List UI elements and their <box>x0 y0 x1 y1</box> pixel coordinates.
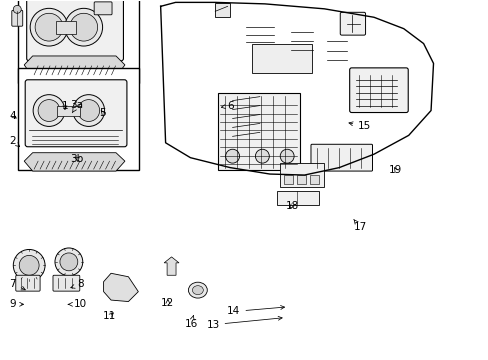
Text: 13: 13 <box>206 316 282 330</box>
FancyBboxPatch shape <box>310 144 372 171</box>
Polygon shape <box>24 153 124 171</box>
Bar <box>57 105 80 117</box>
FancyArrow shape <box>164 257 179 275</box>
Bar <box>277 191 319 205</box>
Bar <box>56 21 76 33</box>
Bar <box>252 44 311 73</box>
Bar <box>283 175 292 184</box>
Text: 6: 6 <box>221 101 234 111</box>
FancyBboxPatch shape <box>27 0 123 61</box>
Text: 3a: 3a <box>70 100 83 113</box>
Circle shape <box>13 249 45 281</box>
Circle shape <box>73 95 104 126</box>
Text: 7: 7 <box>9 279 25 290</box>
Circle shape <box>78 100 100 121</box>
Bar <box>215 3 230 17</box>
Bar <box>217 93 299 170</box>
Text: 8: 8 <box>71 279 83 289</box>
Bar <box>297 175 305 184</box>
Text: 1: 1 <box>61 101 68 111</box>
Text: 4: 4 <box>9 111 16 121</box>
Text: 9: 9 <box>9 299 23 309</box>
Circle shape <box>19 255 39 275</box>
Polygon shape <box>103 273 138 302</box>
FancyBboxPatch shape <box>53 275 80 291</box>
Bar <box>18 68 139 170</box>
Text: 16: 16 <box>184 316 197 329</box>
Circle shape <box>55 248 82 276</box>
Text: 3b: 3b <box>70 154 83 163</box>
Text: 17: 17 <box>353 219 366 232</box>
Circle shape <box>30 8 68 46</box>
Circle shape <box>225 149 239 163</box>
FancyBboxPatch shape <box>16 275 40 291</box>
Ellipse shape <box>192 286 203 294</box>
Circle shape <box>13 5 21 13</box>
Circle shape <box>35 13 63 41</box>
Polygon shape <box>24 56 124 77</box>
Circle shape <box>38 100 60 121</box>
Text: 15: 15 <box>348 121 371 131</box>
Text: 12: 12 <box>161 298 174 308</box>
Circle shape <box>255 149 269 163</box>
FancyBboxPatch shape <box>94 2 112 15</box>
Bar <box>310 175 319 184</box>
Circle shape <box>33 95 65 126</box>
Text: 10: 10 <box>68 299 87 309</box>
Text: 11: 11 <box>103 311 116 321</box>
Circle shape <box>60 253 78 271</box>
Circle shape <box>65 8 102 46</box>
Circle shape <box>280 149 293 163</box>
FancyBboxPatch shape <box>340 12 365 35</box>
Text: 2: 2 <box>9 136 20 147</box>
Text: 14: 14 <box>227 306 284 316</box>
Bar <box>18 0 139 83</box>
FancyBboxPatch shape <box>12 10 22 26</box>
FancyBboxPatch shape <box>349 68 407 113</box>
FancyBboxPatch shape <box>25 80 127 147</box>
Circle shape <box>70 13 98 41</box>
Bar <box>279 163 324 188</box>
Text: 18: 18 <box>285 201 298 211</box>
Text: 5: 5 <box>99 108 106 118</box>
Text: 19: 19 <box>388 165 402 175</box>
Ellipse shape <box>188 282 207 298</box>
